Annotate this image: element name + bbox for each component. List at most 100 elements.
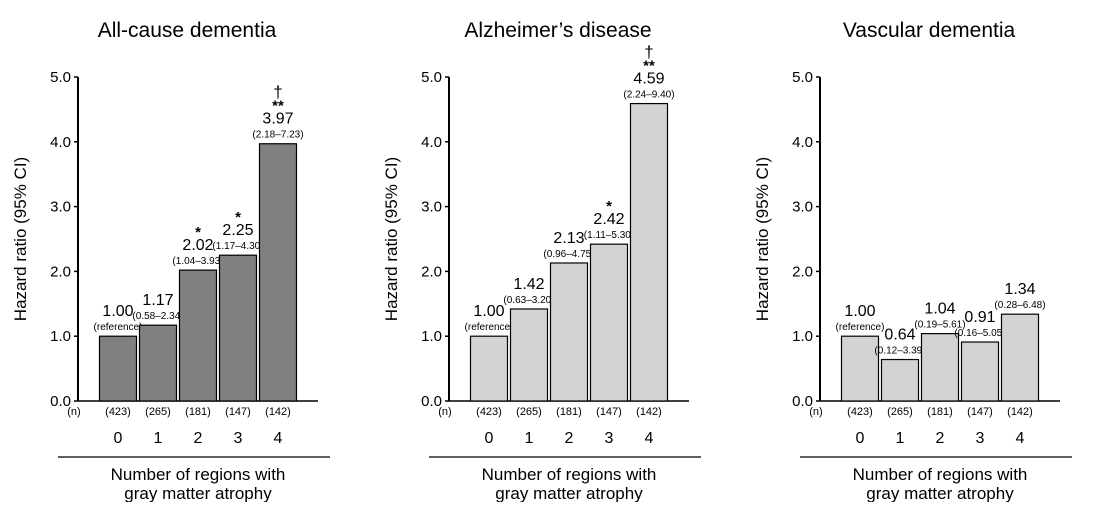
ci-label: (1.17–4.30) [212,241,263,252]
bar [880,358,920,402]
y-tick-label: 5.0 [50,69,71,86]
x-tick-label: 2 [194,430,203,447]
n-marker: (n) [67,406,80,418]
chart-panel-3: Vascular dementia Hazard ratio (95% CI) 0.… [753,19,1072,503]
x-tick-label: 0 [485,430,494,447]
trend-mark: † [273,83,282,102]
value-label: 2.02 [182,237,213,254]
x-axis-label-line-2: gray matter atrophy [124,484,272,502]
x-axis-label-line-1: Number of regions with [853,465,1028,484]
x-tick-label: 3 [976,430,985,447]
y-tick-label: 1.0 [792,328,813,345]
value-label: 3.97 [262,111,293,128]
bar [629,102,669,402]
x-tick-label: 4 [274,430,283,447]
ci-label: (1.11–5.30) [584,230,634,241]
n-count-label: (142) [1007,406,1033,418]
bar [589,243,629,402]
n-count-label: (423) [105,406,131,418]
bar [509,308,549,402]
n-count-label: (181) [185,406,211,418]
significance-mark: * [195,224,201,241]
ci-label: (2.24–9.40) [623,90,674,101]
y-tick-label: 3.0 [50,199,71,216]
n-marker: (n) [438,406,451,418]
bar [258,143,298,402]
y-tick-label: 1.0 [50,328,71,345]
significance-mark: ** [272,98,284,115]
value-label: 0.64 [884,327,915,344]
chart-title: Vascular dementia [843,19,1016,42]
y-tick-label: 2.0 [792,263,813,280]
x-tick-label: 0 [114,430,123,447]
y-tick-label: 2.0 [421,263,442,280]
y-tick-label: 1.0 [421,328,442,345]
x-tick-label: 3 [605,430,614,447]
ci-label: (0.16–5.05) [954,328,1005,339]
bar [98,335,138,402]
x-tick-label: 0 [856,430,865,447]
ci-label: (reference) [465,322,514,333]
n-count-label: (423) [847,406,873,418]
x-axis-label-line-2: gray matter atrophy [495,484,643,502]
n-count-label: (181) [556,406,582,418]
ci-label: (0.96–4.75) [543,249,594,260]
value-label: 1.04 [924,301,955,318]
x-tick-label: 1 [154,430,163,447]
trend-mark: † [644,43,653,62]
bar [178,269,218,402]
y-tick-label: 2.0 [50,263,71,280]
y-axis-label: Hazard ratio (95% CI) [382,157,401,321]
y-tick-label: 0.0 [792,393,813,410]
n-marker: (n) [809,406,822,418]
y-tick-label: 4.0 [421,134,442,151]
value-label: 2.25 [222,222,253,239]
ci-label: (0.58–2.34) [132,311,183,322]
n-count-label: (147) [225,406,251,418]
ci-label: (reference) [94,322,143,333]
y-tick-label: 3.0 [421,199,442,216]
ci-label: (0.12–3.39) [874,346,925,357]
y-axis-label: Hazard ratio (95% CI) [753,157,772,321]
y-tick-label: 3.0 [792,199,813,216]
y-tick-label: 4.0 [50,134,71,151]
bar [138,324,178,402]
y-tick-label: 5.0 [792,69,813,86]
y-tick-label: 5.0 [421,69,442,86]
value-label: 1.00 [473,303,504,320]
ci-label: (0.19–5.61) [914,320,965,331]
x-axis-label-line-1: Number of regions with [111,465,286,484]
bar [920,333,960,402]
significance-mark: * [235,209,241,226]
n-count-label: (265) [516,406,542,418]
value-label: 1.00 [844,303,875,320]
x-tick-label: 4 [645,430,654,447]
chart-panel-2: Alzheimer’s disease Hazard ratio (95% CI)… [382,19,701,503]
x-axis-label-line-1: Number of regions with [482,465,657,484]
value-label: 2.42 [593,211,624,228]
y-tick-label: 4.0 [792,134,813,151]
y-tick-label: 0.0 [50,393,71,410]
ci-label: (0.28–6.48) [994,300,1045,311]
n-count-label: (181) [927,406,953,418]
ci-label: (2.18–7.23) [252,130,303,141]
bar [469,335,509,402]
significance-mark: ** [643,58,655,75]
ci-label: (reference) [836,322,885,333]
x-tick-label: 1 [525,430,534,447]
value-label: 2.13 [553,230,584,247]
bar [218,254,258,402]
n-count-label: (147) [967,406,993,418]
value-label: 1.42 [513,276,544,293]
bar [1000,313,1040,402]
bar [840,335,880,402]
n-count-label: (147) [596,406,622,418]
x-tick-label: 3 [234,430,243,447]
x-axis-label-line-2: gray matter atrophy [866,484,1014,502]
n-count-label: (265) [145,406,171,418]
value-label: 1.17 [142,292,173,309]
ci-label: (0.63–3.20) [503,295,554,306]
x-tick-label: 2 [936,430,945,447]
